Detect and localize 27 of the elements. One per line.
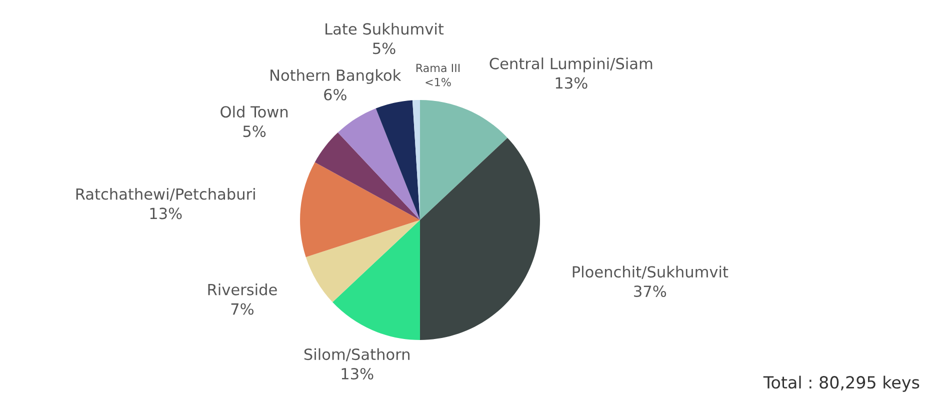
pie-slice: [338, 108, 420, 220]
data-label: <1%: [426, 78, 451, 86]
slice-label: Old Town: [220, 106, 288, 118]
data-label: 13%: [150, 208, 182, 220]
pie-slice: [376, 100, 420, 220]
data-label: 5%: [373, 42, 396, 54]
slice-label: Rama III: [416, 64, 460, 72]
data-label: 5%: [243, 126, 266, 138]
pie-slice: [332, 220, 420, 340]
pie-slice: [420, 100, 508, 220]
data-label: 6%: [324, 88, 346, 100]
slice-label: Nothern Bangkok: [270, 69, 402, 84]
pie-slice: [300, 162, 420, 258]
slice-label: Silom/Sathorn: [304, 348, 410, 362]
data-label: 13%: [556, 77, 588, 89]
slice-label: Ratchathewi/Petchaburi: [76, 188, 255, 202]
text: Total : 80,295 keys: [763, 376, 920, 392]
pie-slice: [306, 220, 420, 302]
slice-label: Riverside: [208, 284, 277, 296]
slice-label: Central Lumpini/Siam: [490, 58, 652, 72]
data-label: 13%: [342, 368, 374, 380]
slice-label: Ploenchit/Sukhumvit: [572, 266, 728, 279]
data-label: 37%: [634, 286, 666, 298]
pie-slice: [420, 138, 540, 340]
data-label: 7%: [231, 303, 254, 315]
slice-label: Late Sukhumvit: [326, 22, 444, 35]
pie-slice: [314, 132, 420, 220]
